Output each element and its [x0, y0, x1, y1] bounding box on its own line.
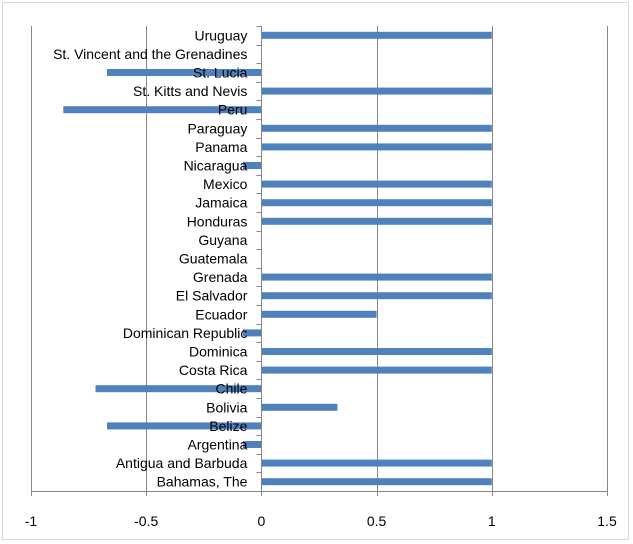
bar-bahamas-the	[261, 478, 492, 486]
bar-ecuador	[261, 310, 377, 318]
category-label: Nicaragua	[184, 158, 248, 174]
category-label: St. Vincent and the Grenadines	[53, 46, 247, 62]
category-label: Dominican Republic	[123, 325, 248, 341]
category-label: St. Lucia	[193, 65, 248, 81]
category-label: Guyana	[198, 232, 247, 248]
category-label: Uruguay	[194, 27, 247, 43]
axes	[31, 26, 608, 496]
category-label: Dominica	[189, 344, 248, 360]
category-label: Peru	[218, 102, 248, 118]
category-label: Chile	[215, 381, 247, 397]
bar-costa-rica	[261, 366, 492, 374]
bar-grenada	[261, 273, 492, 281]
bar-st-lucia	[107, 69, 262, 76]
category-label: Costa Rica	[179, 362, 248, 378]
bar-belize	[107, 422, 262, 430]
bar-argentina	[242, 441, 262, 448]
tick-labels: -1 -0.5 0 0.5 1 1.5	[25, 513, 617, 529]
bar-dominican-republic	[242, 329, 262, 337]
bar-dominica	[261, 348, 492, 355]
category-label: Guatemala	[179, 251, 248, 267]
bar-st-kitts-and-nevis	[261, 87, 492, 95]
x-tick-label: -0.5	[134, 513, 158, 529]
x-tick-label: 0.5	[367, 513, 387, 529]
bar-bolivia	[261, 403, 338, 411]
bar-antigua-and-barbuda	[261, 459, 492, 467]
category-label: Paraguay	[187, 120, 247, 136]
bar-paraguay	[261, 124, 492, 132]
category-label: Ecuador	[195, 306, 247, 322]
bar-honduras	[261, 217, 492, 225]
bar-chile	[95, 385, 262, 393]
bar-nicaragua	[242, 162, 262, 169]
category-label: Bahamas, The	[157, 474, 248, 490]
bars	[63, 31, 492, 486]
bar-uruguay	[261, 31, 492, 39]
x-tick-label: 1.5	[597, 513, 617, 529]
x-tick-label: -1	[25, 513, 38, 529]
category-label: Panama	[195, 139, 247, 155]
category-labels: Uruguay St. Vincent and the Grenadines St.…	[53, 27, 248, 489]
bar-el-salvador	[261, 292, 492, 300]
category-label: Grenada	[193, 269, 248, 285]
category-label: El Salvador	[176, 288, 248, 304]
x-tick-label: 0	[258, 513, 266, 529]
category-label: Belize	[209, 418, 247, 434]
grid-lines	[31, 26, 608, 491]
bar-panama	[261, 143, 492, 151]
category-label: Mexico	[203, 176, 248, 192]
category-label: Honduras	[187, 213, 248, 229]
category-label: Jamaica	[195, 195, 247, 211]
category-label: Bolivia	[206, 399, 247, 415]
bar-mexico	[261, 180, 492, 188]
bar-peru	[63, 106, 262, 114]
x-tick-label: 1	[488, 513, 496, 529]
category-label: Argentina	[187, 437, 247, 453]
category-label: St. Kitts and Nevis	[133, 83, 247, 99]
bar-jamaica	[261, 199, 492, 207]
category-label: Antigua and Barbuda	[116, 455, 248, 471]
